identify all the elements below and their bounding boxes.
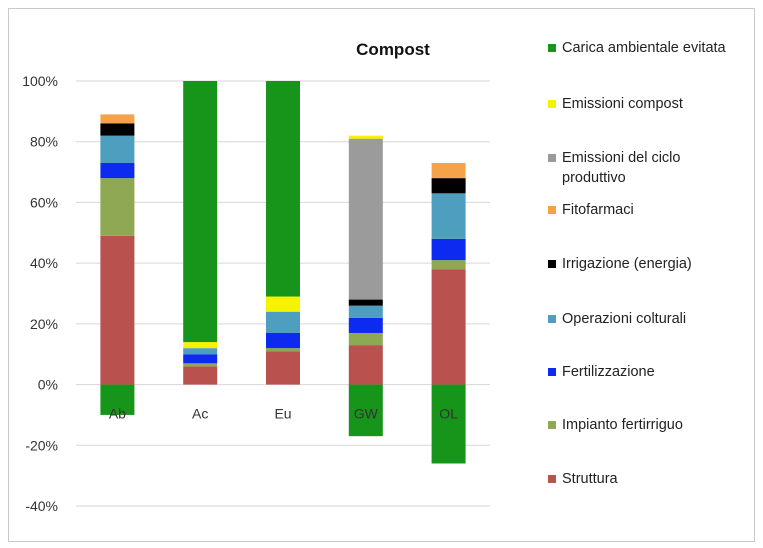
legend-swatch [548,260,556,268]
bar-segment [266,332,300,349]
bar-segment [348,138,383,300]
y-tick-label: 40% [30,255,58,271]
y-tick-label: 80% [30,134,58,150]
legend-swatch [548,206,556,214]
bar-segment [100,135,135,163]
chart-title: Compost [356,40,430,59]
bar-segment [348,135,383,139]
legend-swatch [548,315,556,323]
bar-segment [183,348,218,355]
bar-segment [266,351,300,385]
bar-segment [348,332,383,346]
legend-label: Fitofarmaci [562,202,634,218]
legend-label: Carica ambientale evitata [562,40,726,56]
legend-swatch [548,100,556,108]
bar-segment [266,311,300,333]
x-tick-label: Eu [274,406,291,422]
bar-segment [348,384,383,437]
x-tick-label: OL [439,406,458,422]
y-tick-label: -40% [25,498,58,514]
bar-segment [100,123,135,136]
bar-segment [431,193,466,239]
bar-segment [431,238,466,261]
x-tick-label: GW [354,406,379,422]
bar-segment [183,366,218,385]
legend-label: Emissioni del ciclo produttivo [562,150,681,186]
bar-segment [431,162,466,179]
bar-segment [100,114,135,124]
legend-swatch [548,44,556,52]
bar-segment [348,345,383,385]
legend-label: Fertilizzazione [562,364,655,380]
bar-segment [183,363,218,367]
bar-segment [431,384,466,464]
y-tick-label: 60% [30,194,58,210]
y-tick-label: 20% [30,316,58,332]
legend-label: Emissioni compost [562,96,683,112]
bar-segment [431,260,466,270]
bar-segment [183,354,218,364]
bar-segment [100,384,135,415]
bar-segment [100,235,135,385]
bar-segment [266,81,300,297]
bar-segment [348,317,383,333]
y-tick-label: -20% [25,437,58,453]
bar-segment [100,178,135,236]
legend-label: Struttura [562,471,618,487]
bar-segment [348,299,383,306]
legend-label: Irrigazione (energia) [562,256,692,272]
bar-segment [183,81,218,343]
bar-segment [183,342,218,349]
legend-swatch [548,475,556,483]
y-tick-label: 100% [22,73,58,89]
bar-segment [100,162,135,179]
y-tick-label: 0% [38,377,58,393]
legend-label: Impianto fertirriguo [562,417,683,433]
legend-swatch [548,154,556,162]
bar-segment [431,269,466,385]
legend-swatch [548,368,556,376]
legend-label: Operazioni colturali [562,311,687,327]
bar-segment [431,178,466,194]
bar-segment [266,296,300,312]
bar-segment [348,305,383,318]
x-tick-label: Ac [192,406,208,422]
legend-swatch [548,421,556,429]
x-tick-label: Ab [109,406,126,422]
bar-segment [266,348,300,352]
